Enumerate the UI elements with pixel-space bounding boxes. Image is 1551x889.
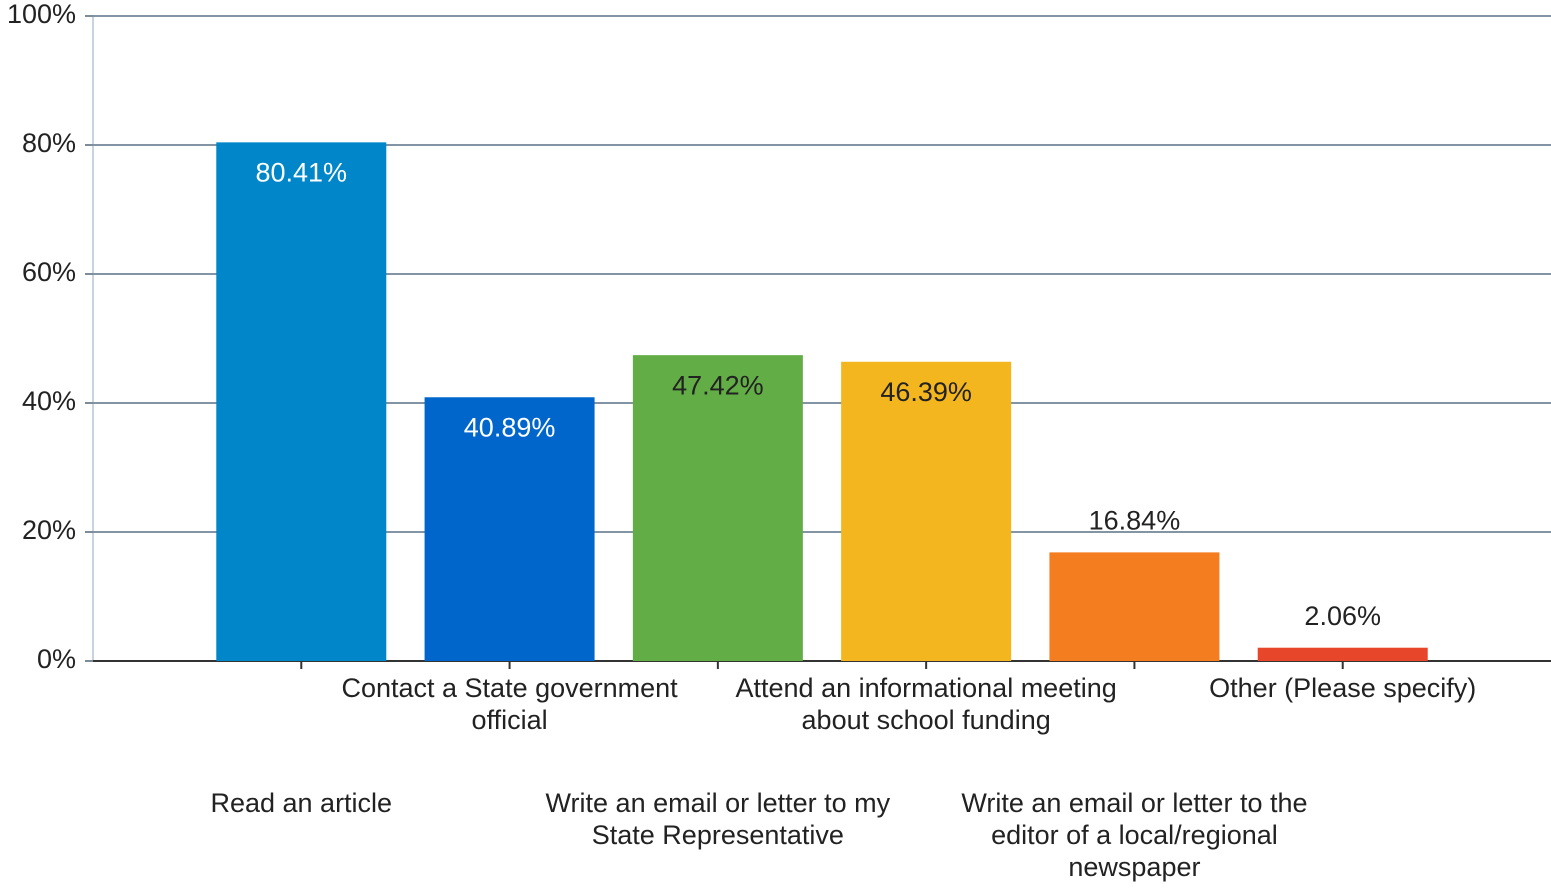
y-tick-label: 20% — [22, 515, 76, 545]
y-tick-label: 0% — [37, 644, 76, 674]
bar — [632, 355, 803, 661]
y-tick-label: 60% — [22, 257, 76, 287]
data-label: 2.06% — [1304, 601, 1381, 631]
y-tick-label: 40% — [22, 386, 76, 416]
bar — [841, 361, 1012, 661]
bar — [216, 142, 387, 662]
data-label: 80.41% — [255, 157, 347, 187]
data-label: 47.42% — [672, 370, 764, 400]
bar — [424, 397, 595, 661]
x-tick-label: Read an article — [210, 788, 392, 818]
x-tick-label: Write an email or letter to my State Repr… — [546, 788, 891, 850]
x-tick-label: Contact a State government official — [341, 673, 678, 735]
data-label: 40.89% — [464, 412, 556, 442]
data-label: 16.84% — [1089, 506, 1181, 536]
bar — [1049, 552, 1220, 661]
y-tick-label: 100% — [7, 0, 76, 29]
x-tick-label: Write an email or letter to the editor of… — [961, 788, 1307, 882]
y-tick-label: 80% — [22, 128, 76, 158]
x-tick-label: Attend an informational meeting about sch… — [736, 673, 1117, 735]
bar — [1257, 647, 1428, 661]
data-label: 46.39% — [880, 377, 972, 407]
x-tick-label: Other (Please specify) — [1209, 673, 1476, 703]
